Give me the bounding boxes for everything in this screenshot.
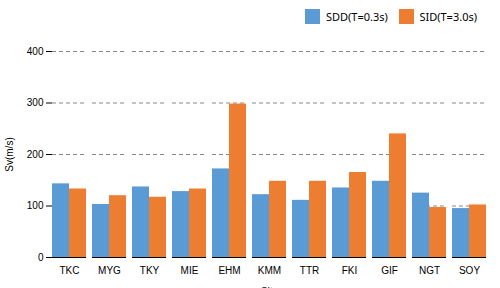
svg-text:EHM: EHM <box>218 264 240 275</box>
svg-text:FKI: FKI <box>342 264 358 275</box>
svg-text:400: 400 <box>27 45 44 56</box>
svg-text:GIF: GIF <box>381 264 398 275</box>
html-text:SDD(T=0.3s): SDD(T=0.3s) <box>326 9 388 24</box>
svg-text:100: 100 <box>27 200 44 211</box>
html-text:SID(T=3.0s): SID(T=3.0s) <box>419 9 477 24</box>
svg-text:SOY: SOY <box>459 264 480 275</box>
svg-text:300: 300 <box>27 97 44 108</box>
svg-text:KMM: KMM <box>258 264 281 275</box>
svg-text:200: 200 <box>27 148 44 159</box>
svg-text:MYG: MYG <box>98 264 121 275</box>
svg-text:NGT: NGT <box>419 264 440 275</box>
svg-text:Sv(m/s): Sv(m/s) <box>4 137 15 171</box>
svg-text:0: 0 <box>38 251 44 262</box>
svg-text:TKC: TKC <box>60 264 80 275</box>
svg-text:TKY: TKY <box>140 264 160 275</box>
svg-text:TTR: TTR <box>300 264 319 275</box>
svg-text:Site: Site <box>261 285 279 288</box>
svg-text:MIE: MIE <box>181 264 199 275</box>
